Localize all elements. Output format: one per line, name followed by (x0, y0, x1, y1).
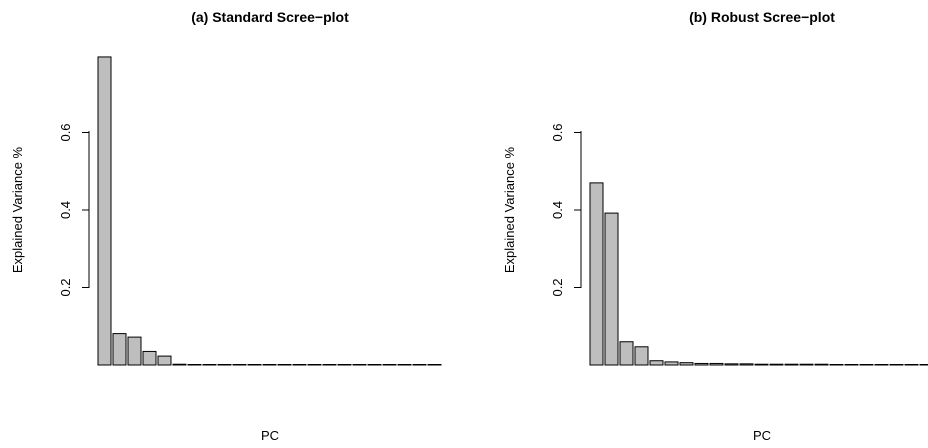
bar-pc-4 (142, 350, 157, 366)
y-tick-label: 0.4 (58, 201, 73, 219)
bar-pc-12 (262, 364, 277, 366)
bar-pc-10 (232, 364, 247, 366)
bar-pc-7 (187, 364, 202, 366)
bar-pc-3 (127, 336, 142, 366)
bar-pc-4 (634, 346, 649, 366)
bar-pc-15 (799, 363, 814, 366)
bar-pc-13 (277, 364, 292, 366)
bar-pc-2 (112, 333, 127, 366)
y-tick-label: 0.6 (550, 123, 565, 141)
bar-pc-1 (589, 182, 604, 366)
bar-pc-10 (724, 363, 739, 366)
bar-pc-23 (919, 364, 928, 366)
x-axis-label: PC (753, 428, 771, 443)
y-tick-label: 0.2 (58, 278, 73, 296)
bar-pc-18 (352, 364, 367, 366)
bar-pc-5 (649, 360, 664, 366)
bar-pc-8 (694, 362, 709, 366)
bar-pc-7 (679, 362, 694, 366)
bar-pc-12 (754, 363, 769, 366)
bar-pc-21 (397, 364, 412, 366)
bar-pc-8 (202, 364, 217, 366)
bar-pc-5 (157, 355, 172, 366)
bar-pc-17 (829, 364, 844, 366)
bar-series (589, 182, 928, 366)
bar-pc-9 (217, 364, 232, 366)
x-axis-label: PC (261, 428, 279, 443)
panel-standard-scree-plot: (a) Standard Scree−plot Explained Varian… (10, 9, 442, 443)
bar-pc-15 (307, 364, 322, 366)
bar-pc-3 (619, 341, 634, 366)
bar-pc-14 (292, 364, 307, 366)
y-axis-ticks: 0.2 0.4 0.6 (58, 123, 89, 297)
bar-pc-23 (427, 364, 442, 366)
bar-pc-18 (844, 364, 859, 366)
bar-pc-16 (322, 364, 337, 366)
bar-pc-20 (874, 364, 889, 366)
bar-pc-6 (172, 363, 187, 366)
bar-pc-16 (814, 363, 829, 366)
panel-title: (a) Standard Scree−plot (191, 9, 349, 25)
y-axis-label: Explained Variance % (10, 146, 25, 273)
bar-pc-13 (769, 363, 784, 366)
bar-pc-1 (97, 56, 112, 366)
bar-pc-20 (382, 364, 397, 366)
bar-pc-11 (739, 363, 754, 366)
panel-title: (b) Robust Scree−plot (689, 9, 835, 25)
bar-pc-2 (604, 212, 619, 366)
bar-pc-19 (367, 364, 382, 366)
bar-pc-21 (889, 364, 904, 366)
bar-series (97, 56, 442, 366)
bar-pc-9 (709, 362, 724, 366)
bar-pc-11 (247, 364, 262, 366)
bar-pc-19 (859, 364, 874, 366)
bar-pc-22 (904, 364, 919, 366)
bar-pc-6 (664, 361, 679, 366)
y-axis-ticks: 0.2 0.4 0.6 (550, 123, 581, 297)
y-axis-label: Explained Variance % (502, 146, 517, 273)
y-tick-label: 0.2 (550, 278, 565, 296)
bar-pc-17 (337, 364, 352, 366)
panel-robust-scree-plot: (b) Robust Scree−plot Explained Variance… (502, 9, 928, 443)
y-tick-label: 0.4 (550, 201, 565, 219)
bar-pc-14 (784, 363, 799, 366)
bar-pc-22 (412, 364, 427, 366)
y-tick-label: 0.6 (58, 123, 73, 141)
